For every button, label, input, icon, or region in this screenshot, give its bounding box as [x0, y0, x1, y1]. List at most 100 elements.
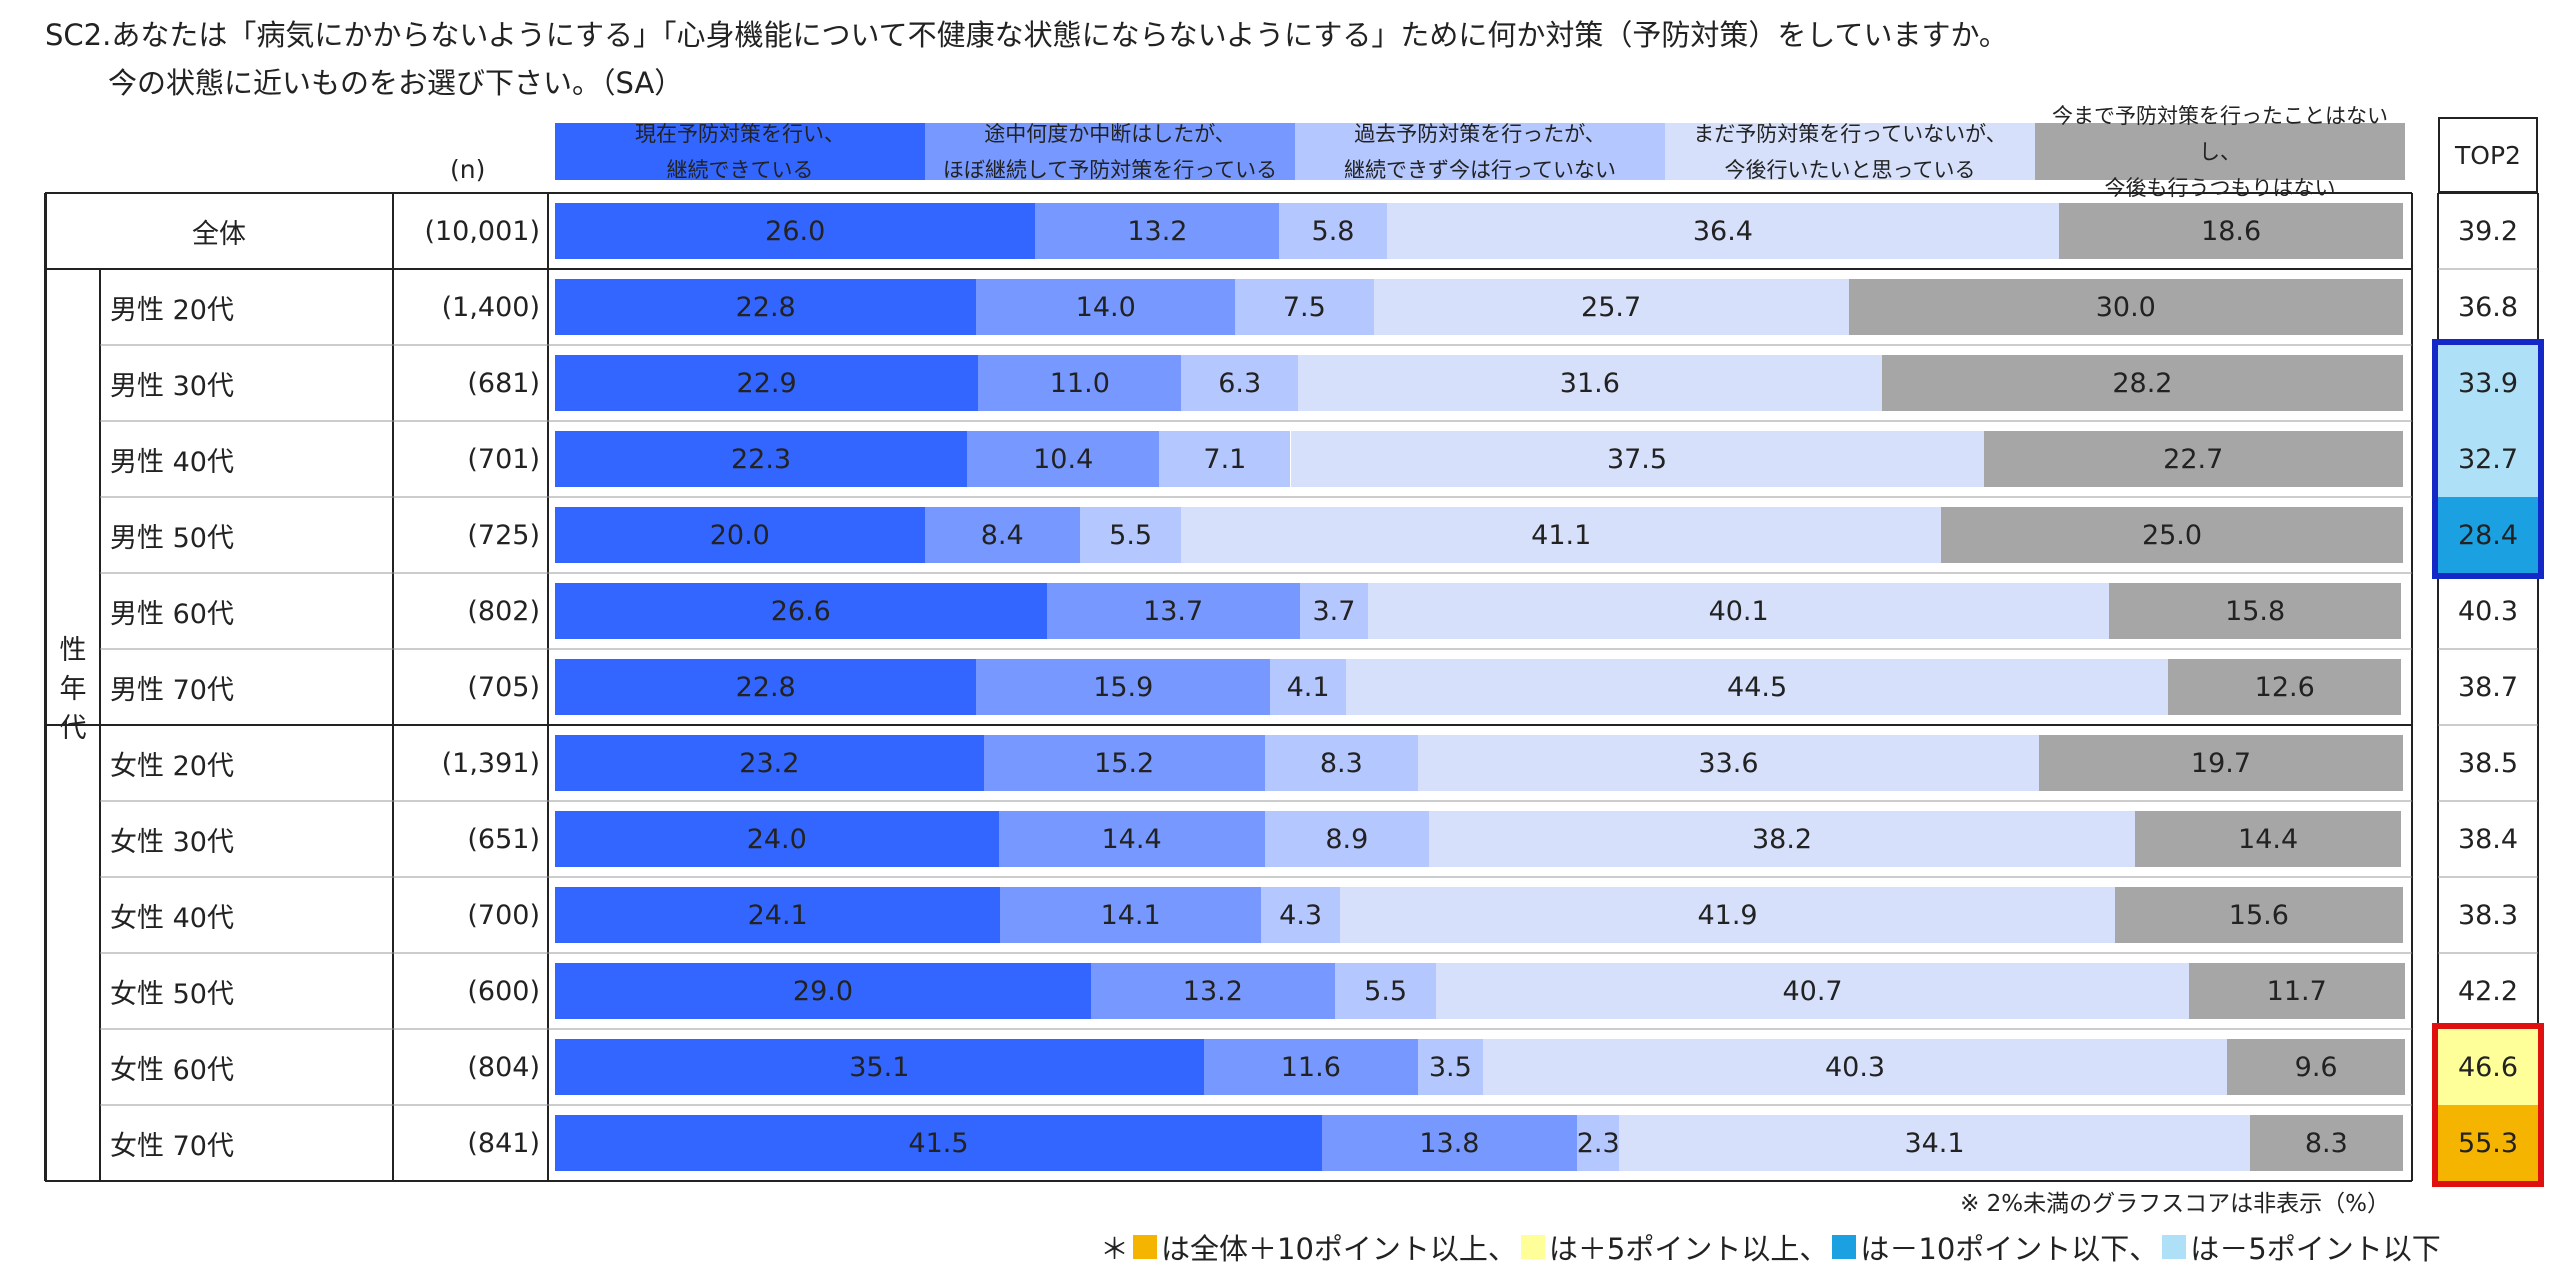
bar-segment: 7.1: [1159, 431, 1291, 487]
bar-segment: 25.0: [1941, 507, 2403, 563]
table-row: 女性 30代 (651) 24.0 14.4 8.9 38.2 14.4 38.4: [0, 801, 2560, 877]
bar-segment: 18.6: [2059, 203, 2403, 259]
sample-size: (651): [467, 823, 540, 855]
data-label: 30.0: [2095, 291, 2156, 323]
stacked-bar: 22.3 10.4 7.1 37.5 22.7: [555, 431, 2403, 487]
data-label: 13.8: [1419, 1127, 1480, 1159]
stacked-bar: 23.2 15.2 8.3 33.6 19.7: [555, 735, 2403, 791]
category-label: 女性 30代: [110, 826, 234, 858]
group-label-char: 年: [59, 674, 87, 705]
chart-title-line2: 今の状態に近いものをお選び下さい。（SA）: [108, 66, 684, 100]
data-label: 13.7: [1143, 595, 1204, 627]
table-row: 男性 40代 (701) 22.3 10.4 7.1 37.5 22.7 32.7: [0, 421, 2560, 497]
bar-segment: 9.6: [2227, 1039, 2405, 1095]
data-label: 40.1: [1708, 595, 1769, 627]
sample-size: (10,001): [424, 215, 540, 247]
bar-segment: 8.9: [1264, 811, 1430, 867]
bar-segment: 15.6: [2114, 887, 2403, 943]
data-label: 36.4: [1692, 215, 1753, 247]
top2-value: 38.5: [2457, 747, 2519, 779]
bar-segment: 22.8: [555, 659, 977, 715]
bar-segment: 29.0: [555, 963, 1091, 1019]
stacked-bar: 35.1 11.6 3.5 40.3 9.6: [555, 1039, 2405, 1095]
bar-segment: 26.0: [555, 203, 1036, 259]
bar-segment: 13.7: [1046, 583, 1300, 639]
bar-segment: 28.2: [1881, 355, 2403, 411]
bar-segment: 3.7: [1299, 583, 1369, 639]
data-label: 22.9: [736, 367, 797, 399]
stacked-bar: 26.6 13.7 3.7 40.1 15.8: [555, 583, 2403, 639]
highlight-swatch: [1520, 1235, 1545, 1259]
data-label: 31.6: [1559, 367, 1620, 399]
data-label: 14.4: [2238, 823, 2299, 855]
stacked-bar: 24.1 14.1 4.3 41.9 15.6: [555, 887, 2403, 943]
bar-segment: 26.6: [555, 583, 1047, 639]
data-label: 13.2: [1127, 215, 1188, 247]
category-label: 男性 70代: [110, 674, 234, 706]
bar-segment: 11.0: [978, 355, 1182, 411]
bar-segment: 12.6: [2168, 659, 2402, 715]
legend-item-2-line-1: 途中何度か中断はしたが、: [984, 121, 1236, 146]
bar-segment: 40.1: [1368, 583, 2110, 639]
stacked-bar: 20.0 8.4 5.5 41.1 25.0: [555, 507, 2403, 563]
bar-segment: 24.1: [555, 887, 1001, 943]
bar-segment: 36.4: [1386, 203, 2060, 259]
data-label: 14.0: [1075, 291, 1136, 323]
sample-size: (804): [467, 1051, 540, 1083]
highlight-legend-text: は＋5ポイント以上、: [1548, 1232, 1829, 1266]
bar-segment: 11.7: [2188, 963, 2405, 1019]
top2-value: 38.3: [2457, 899, 2519, 931]
bar-segment: 13.2: [1035, 203, 1280, 259]
bar-segment: 7.5: [1235, 279, 1374, 335]
bar-segment: 5.5: [1079, 507, 1182, 563]
bar-segment: 33.6: [1418, 735, 2039, 791]
data-label: 5.5: [1364, 975, 1408, 1007]
data-label: 15.6: [2228, 899, 2289, 931]
top2-value: 42.2: [2457, 975, 2519, 1007]
bar-segment: 8.3: [2249, 1115, 2403, 1171]
data-label: 41.5: [908, 1127, 969, 1159]
bar-segment: 15.2: [983, 735, 1265, 791]
top2-value: 38.7: [2457, 671, 2519, 703]
data-label: 5.8: [1311, 215, 1355, 247]
sample-size: (1,400): [441, 291, 540, 323]
bar-segment: 22.3: [555, 431, 968, 487]
bar-segment: 41.1: [1181, 507, 1941, 563]
stacked-bar: 24.0 14.4 8.9 38.2 14.4: [555, 811, 2403, 867]
bar-segment: 11.6: [1203, 1039, 1418, 1095]
bar-segment: 8.4: [924, 507, 1080, 563]
table-row: 女性 70代 (841) 41.5 13.8 2.3 34.1 8.3 55.3: [0, 1105, 2560, 1181]
data-label: 41.9: [1697, 899, 1758, 931]
data-label: 2.3: [1576, 1127, 1620, 1159]
category-label: 女性 40代: [110, 902, 234, 934]
sample-size: (1,391): [441, 747, 540, 779]
footnote: ※ 2%未満のグラフスコアは非表示（%）: [1960, 1191, 2390, 1217]
bar-segment: 37.5: [1290, 431, 1984, 487]
data-label: 25.0: [2141, 519, 2203, 551]
bar-segment: 41.5: [555, 1115, 1322, 1171]
data-label: 44.5: [1727, 671, 1788, 703]
bar-segment: 23.2: [555, 735, 984, 791]
data-label: 8.3: [1319, 747, 1363, 779]
highlight-swatch: [1832, 1235, 1857, 1259]
bar-segment: 4.1: [1270, 659, 1346, 715]
data-label: 8.4: [980, 519, 1024, 551]
bar-segment: 34.1: [1619, 1115, 2250, 1171]
bar-segment: 40.7: [1436, 963, 2189, 1019]
data-label: 13.2: [1182, 975, 1243, 1007]
bar-segment: 19.7: [2038, 735, 2403, 791]
legend-item-3-line-1: 過去予防対策を行ったが、: [1354, 121, 1606, 146]
sample-size: (705): [467, 671, 540, 703]
bar-segment: 30.0: [1848, 279, 2403, 335]
highlight-legend-text: は全体＋10ポイント以上、: [1161, 1232, 1517, 1266]
legend-item-5-line-1: 今まで予防対策を行ったことはないし、: [2052, 103, 2388, 164]
data-label: 40.7: [1782, 975, 1843, 1007]
bar-segment: 5.5: [1334, 963, 1437, 1019]
data-label: 9.6: [2294, 1051, 2338, 1083]
sample-size: (681): [467, 367, 540, 399]
data-label: 22.3: [730, 443, 792, 475]
top2-value: 28.4: [2438, 497, 2538, 573]
sample-size: (802): [467, 595, 540, 627]
legend-item-1: 現在予防対策を行い、 継続できている: [555, 122, 925, 182]
